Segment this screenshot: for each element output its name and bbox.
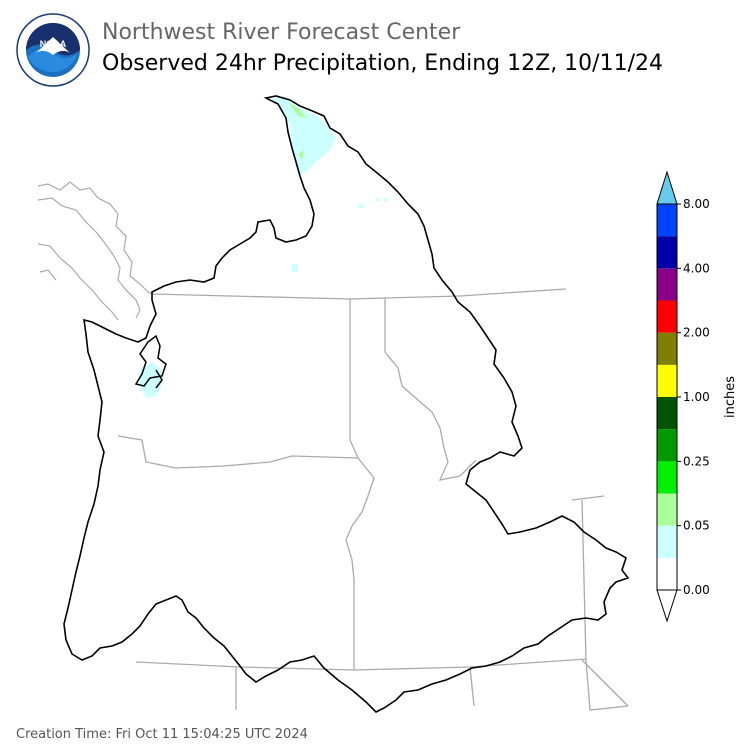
- colorbar-bin: [657, 364, 677, 397]
- colorbar-bin: [657, 397, 677, 430]
- puget-sound-outlines: [134, 334, 167, 389]
- colorbar-over-triangle: [656, 170, 678, 205]
- id-mt-border: [384, 298, 477, 481]
- colorbar-under-triangle: [656, 589, 678, 623]
- colorbar-tick-label: 0.25: [683, 454, 710, 468]
- wa-or-border: [117, 435, 359, 469]
- colorbar-tick-label: 0.00: [683, 583, 710, 597]
- colorbar-tick-label: 2.00: [683, 326, 710, 340]
- colorbar-tick-label: 8.00: [683, 197, 710, 211]
- org-title: Northwest River Forecast Center: [102, 20, 461, 45]
- product-title: Observed 24hr Precipitation, Ending 12Z,…: [102, 51, 663, 76]
- or-id-border: [345, 457, 375, 670]
- colorbar-tick-label: 4.00: [683, 261, 710, 275]
- noaa-logo: NOAA: [16, 13, 90, 87]
- colorbar-bin: [657, 204, 677, 237]
- colorbar-ticks: 0.00 0.05 0.25 1.00 2.00 4.00 8.00: [677, 197, 710, 597]
- colorbar-bin: [657, 332, 677, 365]
- wy-border: [571, 495, 629, 711]
- colorbar-bin: [657, 493, 677, 526]
- colorbar-bin: [657, 557, 677, 590]
- colorbar-tick-label: 0.05: [683, 519, 710, 533]
- colorbar-bin: [657, 525, 677, 558]
- creation-time: Creation Time: Fri Oct 11 15:04:25 UTC 2…: [16, 727, 308, 742]
- colorbar-bin: [657, 461, 677, 494]
- colorbar-bin: [657, 236, 677, 269]
- colorbar-tick-label: 1.00: [683, 390, 710, 404]
- precip-area-north-green: [288, 102, 306, 118]
- noaa-logo-text: NOAA: [40, 39, 67, 49]
- colorbar-bin: [657, 300, 677, 333]
- wa-id-border: [349, 299, 359, 459]
- colorbar-unit-label: inches: [723, 376, 738, 418]
- colorbar-bin: [657, 268, 677, 301]
- colorbar-bin: [657, 429, 677, 462]
- canada-coastline: [37, 181, 153, 321]
- precip-area-north: [272, 96, 336, 176]
- nwrfc-basin-outline: [63, 95, 630, 713]
- colorbar-bins: [657, 204, 677, 590]
